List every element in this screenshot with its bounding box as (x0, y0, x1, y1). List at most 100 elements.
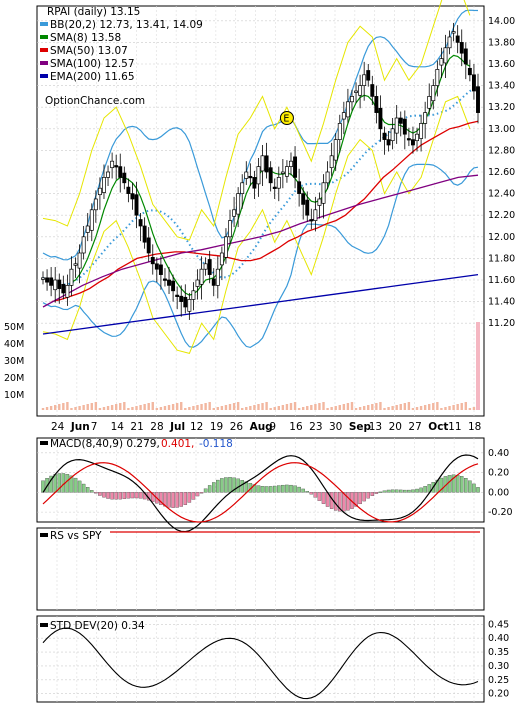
macd-histogram-bar (53, 474, 57, 493)
macd-histogram-bar (472, 483, 476, 493)
volume-bar (212, 408, 215, 410)
macd-histogram-bar (309, 492, 314, 495)
volume-bar (293, 402, 297, 410)
volume-bar (428, 404, 431, 410)
candle-down (138, 219, 143, 227)
candle-down (183, 296, 188, 308)
volume-bar (200, 404, 203, 410)
macd-histogram-bar (134, 492, 139, 499)
volume-bar (143, 404, 146, 410)
x-tick-label: 16 (289, 421, 303, 433)
price-tick-label: 12.40 (488, 189, 515, 200)
candle-up (228, 220, 232, 238)
x-tick-label: 20 (389, 421, 402, 433)
candle-up (325, 171, 330, 184)
volume-bar (159, 407, 163, 410)
volume-bar (245, 407, 248, 410)
price-tick-label: 13.60 (488, 59, 515, 70)
volume-tick-label: 50M (4, 322, 24, 333)
candle-down (366, 70, 371, 81)
candle-up (317, 198, 322, 206)
bb-upper-line (42, 9, 479, 261)
candle-down (142, 225, 147, 243)
macd-histogram-bar (130, 492, 135, 499)
volume-bar-spike (476, 322, 480, 410)
macd-histogram-bar (69, 475, 74, 493)
volume-bar (241, 408, 244, 410)
candle-up (77, 252, 82, 269)
macd-legend-swatch (40, 441, 48, 445)
price-tick-label: 12.20 (488, 210, 515, 221)
volume-bar (171, 404, 175, 410)
volume-bar (41, 408, 45, 410)
volume-bar (399, 404, 402, 410)
candle-down (374, 96, 379, 113)
volume-bar (395, 405, 398, 410)
candle-down (463, 48, 468, 65)
macd-histogram-bar (159, 492, 163, 505)
volume-bar (204, 403, 207, 410)
candle-down (158, 264, 163, 275)
x-tick-label: 9 (269, 421, 276, 433)
candle-up (439, 58, 444, 66)
x-tick-label: Jul (169, 421, 185, 433)
macd-histogram-bar (49, 475, 53, 493)
macd-histogram-bar (167, 492, 171, 508)
candle-down (126, 186, 131, 194)
candle-up (69, 268, 74, 286)
x-tick-label: 26 (230, 421, 244, 433)
volume-bar (277, 406, 280, 410)
x-tick-label: 28 (150, 421, 163, 433)
macd-histogram-bar (439, 477, 444, 493)
legend-entry: SMA(8) 13.58 (50, 32, 121, 44)
volume-bar (472, 407, 476, 410)
volume-bar (423, 405, 427, 410)
candle-down (252, 177, 257, 189)
price-tick-label: 11.80 (488, 253, 515, 264)
volume-bar (78, 406, 81, 410)
volume-bar (58, 404, 61, 410)
candle-up (423, 112, 428, 124)
macd-histogram-bar (138, 492, 143, 499)
volume-bar (322, 402, 325, 410)
candle-up (284, 166, 289, 177)
volume-bar (448, 406, 451, 410)
macd-histogram-bar (268, 486, 273, 493)
candle-up (337, 123, 342, 140)
volume-bar (167, 405, 171, 410)
macd-histogram-bar (240, 480, 244, 493)
macd-line (42, 454, 479, 533)
macd-label: MACD(8,40,9) 0.279, (50, 438, 160, 450)
x-tick-label: 14 (111, 421, 125, 433)
macd-tick-label: 0.40 (488, 448, 509, 459)
candle-down (406, 138, 411, 141)
macd-histogram-bar (423, 486, 427, 493)
candle-up (354, 90, 358, 93)
macd-histogram-bar (211, 482, 216, 493)
candle-up (93, 198, 98, 211)
candle-down (309, 219, 314, 222)
volume-bar (139, 405, 142, 410)
macd-histogram-bar (305, 491, 310, 493)
macd-histogram-bar (464, 478, 468, 493)
rs-panel (36, 527, 485, 611)
candle-up (431, 85, 436, 102)
candle-down (471, 74, 476, 92)
volume-bar (151, 402, 154, 410)
volume-bar (456, 404, 459, 410)
macd-histogram-bar (313, 492, 318, 498)
candle-up (65, 285, 70, 298)
volume-bar (249, 406, 252, 410)
volume-bar (94, 402, 98, 410)
volume-bar (102, 407, 106, 410)
volume-bar (440, 408, 443, 410)
candle-up (358, 85, 363, 96)
macd-histogram-bar (468, 480, 472, 493)
volume-bar (66, 402, 69, 410)
candle-down (167, 279, 171, 286)
volume-bar (106, 406, 110, 410)
price-tick-label: 11.20 (488, 318, 515, 329)
candle-down (467, 67, 472, 76)
legend-entry: SMA(50) 13.07 (50, 45, 128, 57)
volume-bar (53, 405, 57, 410)
